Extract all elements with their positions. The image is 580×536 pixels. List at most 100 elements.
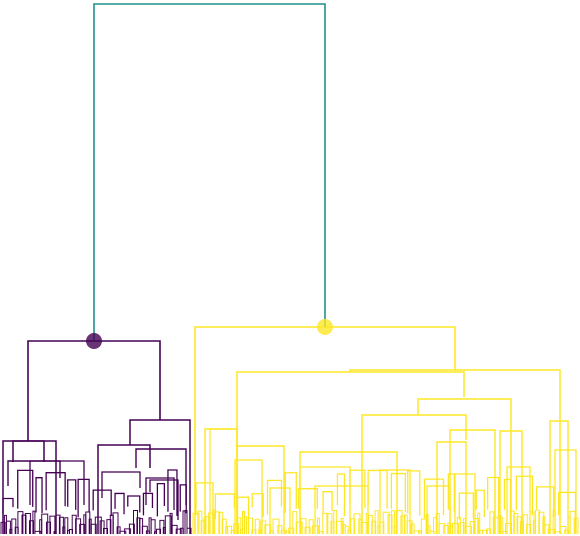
leaf-link — [304, 526, 311, 534]
merge-link — [129, 419, 191, 534]
leaf-link — [116, 526, 121, 534]
leaf-link — [387, 514, 393, 534]
sub-cluster-link — [35, 477, 43, 513]
leaf-link — [500, 517, 504, 534]
leaf-link — [374, 510, 379, 534]
sub-cluster-link — [322, 491, 333, 515]
leaf-link — [516, 516, 522, 534]
leaf-link — [569, 510, 576, 534]
merge-link — [349, 369, 561, 534]
leaf-link — [248, 517, 253, 534]
merge-link — [361, 414, 467, 534]
purple-cluster-root-marker — [86, 333, 102, 349]
leaf-link — [164, 515, 172, 534]
leaf-link — [382, 511, 390, 534]
merge-link — [101, 471, 141, 498]
leaf-link — [473, 517, 480, 534]
leaf-link — [175, 528, 182, 534]
merge-link — [549, 420, 569, 534]
leaf-link — [353, 513, 361, 534]
leaf-link — [395, 510, 403, 534]
merge-link — [236, 445, 285, 534]
leaf-link — [481, 529, 488, 534]
leaf-link — [438, 523, 446, 534]
root-link — [93, 3, 326, 341]
merge-link — [145, 477, 175, 510]
leaf-link — [128, 523, 135, 534]
merge-link — [554, 449, 577, 534]
leaf-link — [486, 528, 491, 534]
leaf-link — [150, 519, 156, 534]
leaf-link — [214, 511, 221, 534]
leaf-link — [459, 521, 465, 534]
leaf-link — [284, 531, 290, 534]
leaf-link — [34, 530, 42, 534]
merge-link — [417, 398, 512, 534]
leaf-link — [112, 512, 119, 534]
merge-link — [2, 440, 57, 534]
leaf-link — [133, 510, 138, 534]
leaf-link — [272, 518, 280, 534]
leaf-link — [156, 528, 161, 534]
leaf-link — [208, 512, 215, 534]
leaf-link — [5, 520, 11, 534]
leaf-link — [141, 525, 148, 534]
leaf-link — [197, 510, 203, 534]
leaf-link — [218, 511, 224, 534]
leaf-link — [413, 530, 421, 534]
leaf-link — [251, 529, 257, 534]
sub-cluster-link — [447, 473, 455, 513]
sub-cluster-link — [167, 469, 178, 516]
leaf-link — [79, 523, 86, 534]
sub-cluster-link — [127, 495, 141, 513]
yellow-cluster-root-marker — [317, 319, 333, 335]
sub-cluster-link — [142, 492, 154, 516]
leaf-link — [513, 512, 519, 534]
leaf-link — [254, 518, 260, 534]
leaf-fringe — [0, 509, 579, 534]
leaf-link — [316, 517, 320, 534]
leaf-link — [443, 525, 450, 534]
merge-link — [314, 485, 369, 534]
merge-link — [436, 441, 467, 534]
leaf-link — [75, 518, 82, 534]
purple-cluster-tree — [2, 340, 191, 534]
merge-link — [269, 487, 291, 534]
sub-cluster-link — [423, 478, 445, 519]
merge-link — [135, 448, 187, 505]
leaf-link — [46, 521, 51, 534]
merge-link — [506, 466, 531, 534]
sub-cluster-link — [114, 492, 125, 515]
sub-cluster-link — [266, 479, 283, 515]
sub-cluster-link — [67, 479, 77, 510]
leaf-link — [477, 512, 481, 534]
merge-link — [7, 460, 61, 486]
merge-link — [499, 430, 523, 534]
leaf-link — [71, 514, 77, 534]
leaf-link — [295, 521, 303, 534]
leaf-link — [124, 528, 132, 534]
leaf-link — [169, 512, 173, 534]
leaf-link — [292, 511, 298, 534]
sub-cluster-link — [367, 469, 388, 509]
sub-cluster-link — [2, 497, 14, 514]
leaf-link — [119, 530, 127, 534]
leaf-link — [260, 520, 267, 534]
leaf-link — [400, 515, 406, 534]
leaf-link — [41, 513, 49, 534]
leaf-link — [410, 523, 415, 534]
sub-cluster-link — [297, 488, 318, 509]
yellow-cluster-tree — [194, 326, 577, 534]
leaf-link — [534, 509, 540, 534]
leaf-link — [11, 518, 17, 534]
leaf-link — [49, 515, 56, 534]
sub-cluster-link — [236, 496, 250, 519]
merge-link — [27, 340, 161, 441]
leaf-link — [322, 512, 329, 534]
merge-link — [449, 429, 496, 534]
sub-cluster-link — [475, 489, 485, 517]
leaf-link — [326, 513, 333, 534]
sub-cluster-link — [17, 469, 34, 509]
